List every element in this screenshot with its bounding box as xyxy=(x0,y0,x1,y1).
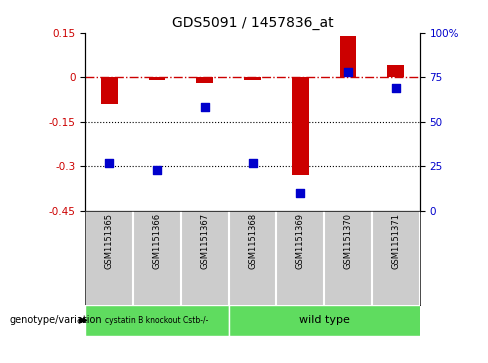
Bar xyxy=(340,36,356,77)
Bar xyxy=(101,77,118,104)
Bar xyxy=(85,305,229,336)
Point xyxy=(344,69,352,75)
Bar xyxy=(292,77,308,175)
Point xyxy=(201,105,209,110)
Bar xyxy=(229,305,444,336)
Text: GSM1151368: GSM1151368 xyxy=(248,213,257,269)
Bar xyxy=(244,77,261,80)
Bar xyxy=(387,65,404,77)
Text: genotype/variation: genotype/variation xyxy=(10,315,102,325)
Text: GSM1151371: GSM1151371 xyxy=(391,213,400,269)
Point xyxy=(392,85,400,91)
Point xyxy=(105,160,113,166)
Title: GDS5091 / 1457836_at: GDS5091 / 1457836_at xyxy=(172,16,333,30)
Text: GSM1151370: GSM1151370 xyxy=(344,213,352,269)
Point xyxy=(153,167,161,172)
Point xyxy=(296,190,304,196)
Bar xyxy=(149,77,165,80)
Text: GSM1151365: GSM1151365 xyxy=(105,213,114,269)
Text: cystatin B knockout Cstb-/-: cystatin B knockout Cstb-/- xyxy=(105,316,209,325)
Text: GSM1151369: GSM1151369 xyxy=(296,213,305,269)
Text: wild type: wild type xyxy=(299,315,349,325)
Point xyxy=(249,160,257,166)
Bar xyxy=(197,77,213,83)
Text: GSM1151367: GSM1151367 xyxy=(200,213,209,269)
Text: GSM1151366: GSM1151366 xyxy=(153,213,162,269)
